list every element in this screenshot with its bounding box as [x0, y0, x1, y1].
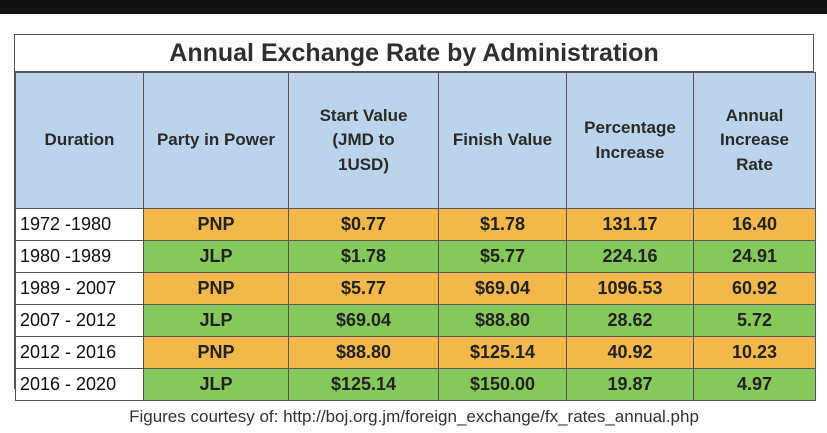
finish-value-cell: $5.77 — [438, 240, 567, 273]
finish-value-cell: $150.00 — [438, 368, 567, 401]
party-cell: PNP — [143, 272, 289, 305]
annual-rate-cell: 4.97 — [693, 368, 816, 401]
finish-value-cell: $1.78 — [438, 208, 567, 241]
duration-cell: 2012 - 2016 — [15, 336, 144, 369]
percentage-cell: 1096.53 — [566, 272, 694, 305]
table-row: 1989 - 2007 PNP $5.77 $69.04 1096.53 60.92 — [15, 272, 816, 305]
start-value-cell: $125.14 — [288, 368, 439, 401]
exchange-rate-table: Annual Exchange Rate by Administration D… — [14, 34, 816, 426]
finish-value-cell: $125.14 — [438, 336, 567, 369]
annual-rate-cell: 60.92 — [693, 272, 816, 305]
table-row: 2012 - 2016 PNP $88.80 $125.14 40.92 10.23 — [15, 336, 816, 369]
party-cell: JLP — [143, 304, 289, 337]
finish-value-cell: $69.04 — [438, 272, 567, 305]
header-start-value: Start Value (JMD to 1USD) — [288, 72, 439, 209]
duration-cell: 1980 -1989 — [15, 240, 144, 273]
table-row: 2016 - 2020 JLP $125.14 $150.00 19.87 4.97 — [15, 368, 816, 401]
header-party: Party in Power — [143, 72, 289, 209]
annual-rate-cell: 10.23 — [693, 336, 816, 369]
percentage-cell: 40.92 — [566, 336, 694, 369]
percentage-cell: 131.17 — [566, 208, 694, 241]
duration-cell: 1972 -1980 — [15, 208, 144, 241]
start-value-cell: $5.77 — [288, 272, 439, 305]
table-row: 2007 - 2012 JLP $69.04 $88.80 28.62 5.72 — [15, 304, 816, 337]
top-black-bar — [0, 0, 827, 14]
annual-rate-cell: 5.72 — [693, 304, 816, 337]
duration-cell: 2016 - 2020 — [15, 368, 144, 401]
annual-rate-cell: 24.91 — [693, 240, 816, 273]
finish-value-cell: $88.80 — [438, 304, 567, 337]
data-table: Duration Party in Power Start Value (JMD… — [15, 72, 816, 401]
party-cell: JLP — [143, 240, 289, 273]
percentage-cell: 224.16 — [566, 240, 694, 273]
header-annual-increase-rate: Annual Increase Rate — [693, 72, 816, 209]
footer-credit: Figures courtesy of: http://boj.org.jm/f… — [129, 407, 699, 426]
party-cell: PNP — [143, 336, 289, 369]
start-value-cell: $0.77 — [288, 208, 439, 241]
percentage-cell: 28.62 — [566, 304, 694, 337]
table-row: 1980 -1989 JLP $1.78 $5.77 224.16 24.91 — [15, 240, 816, 273]
duration-cell: 1989 - 2007 — [15, 272, 144, 305]
start-value-cell: $88.80 — [288, 336, 439, 369]
percentage-cell: 19.87 — [566, 368, 694, 401]
start-value-cell: $1.78 — [288, 240, 439, 273]
table-title: Annual Exchange Rate by Administration — [15, 35, 813, 72]
header-row: Duration Party in Power Start Value (JMD… — [15, 72, 816, 209]
start-value-cell: $69.04 — [288, 304, 439, 337]
table-row: 1972 -1980 PNP $0.77 $1.78 131.17 16.40 — [15, 208, 816, 241]
header-finish-value: Finish Value — [438, 72, 567, 209]
party-cell: JLP — [143, 368, 289, 401]
annual-rate-cell: 16.40 — [693, 208, 816, 241]
party-cell: PNP — [143, 208, 289, 241]
header-percentage-increase: Percentage Increase — [566, 72, 694, 209]
header-duration: Duration — [15, 72, 144, 209]
duration-cell: 2007 - 2012 — [15, 304, 144, 337]
